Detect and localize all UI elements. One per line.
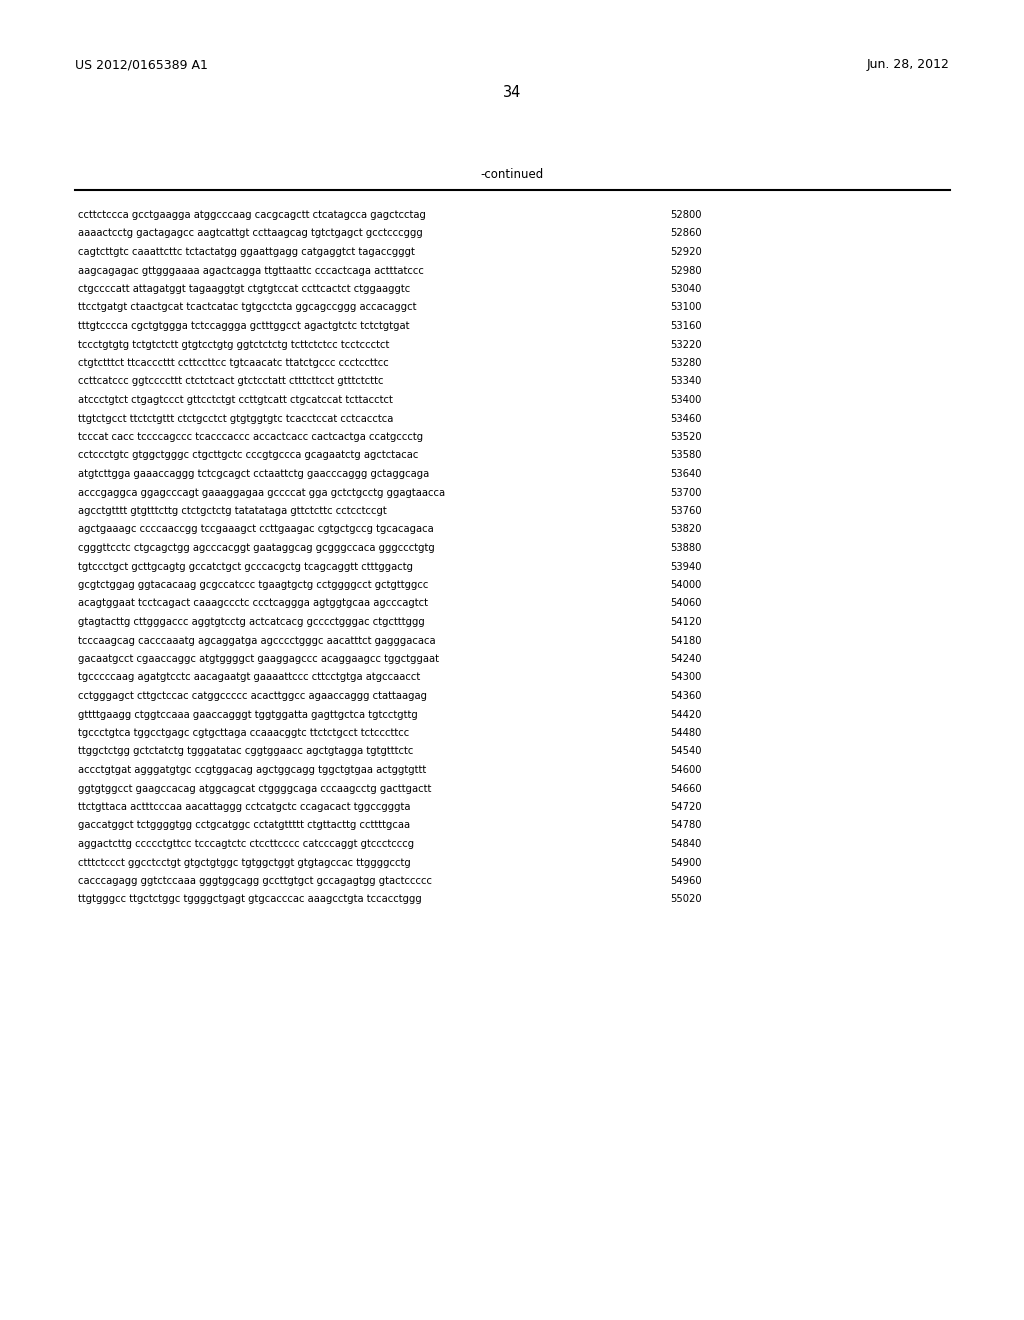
Text: 53040: 53040: [670, 284, 701, 294]
Text: 53580: 53580: [670, 450, 701, 461]
Text: tgccctgtca tggcctgagc cgtgcttaga ccaaacggtc ttctctgcct tctcccttcc: tgccctgtca tggcctgagc cgtgcttaga ccaaacg…: [78, 729, 410, 738]
Text: 53700: 53700: [670, 487, 701, 498]
Text: -continued: -continued: [480, 168, 544, 181]
Text: 52860: 52860: [670, 228, 701, 239]
Text: ggtgtggcct gaagccacag atggcagcat ctggggcaga cccaagcctg gacttgactt: ggtgtggcct gaagccacag atggcagcat ctggggc…: [78, 784, 431, 793]
Text: 53640: 53640: [670, 469, 701, 479]
Text: 54360: 54360: [670, 690, 701, 701]
Text: 53880: 53880: [670, 543, 701, 553]
Text: Jun. 28, 2012: Jun. 28, 2012: [867, 58, 950, 71]
Text: 54840: 54840: [670, 840, 701, 849]
Text: 53520: 53520: [670, 432, 701, 442]
Text: gaccatggct tctggggtgg cctgcatggc cctatgttttt ctgttacttg ccttttgcaa: gaccatggct tctggggtgg cctgcatggc cctatgt…: [78, 821, 411, 830]
Text: ttggctctgg gctctatctg tgggatatac cggtggaacc agctgtagga tgtgtttctc: ttggctctgg gctctatctg tgggatatac cggtgga…: [78, 747, 414, 756]
Text: ttcctgatgt ctaactgcat tcactcatac tgtgcctcta ggcagccggg accacaggct: ttcctgatgt ctaactgcat tcactcatac tgtgcct…: [78, 302, 417, 313]
Text: 52920: 52920: [670, 247, 701, 257]
Text: 54060: 54060: [670, 598, 701, 609]
Text: 54300: 54300: [670, 672, 701, 682]
Text: atgtcttgga gaaaccaggg tctcgcagct cctaattctg gaacccaggg gctaggcaga: atgtcttgga gaaaccaggg tctcgcagct cctaatt…: [78, 469, 429, 479]
Text: 54900: 54900: [670, 858, 701, 867]
Text: 53220: 53220: [670, 339, 701, 350]
Text: cctgggagct cttgctccac catggccccc acacttggcc agaaccaggg ctattaagag: cctgggagct cttgctccac catggccccc acacttg…: [78, 690, 427, 701]
Text: acagtggaat tcctcagact caaagccctc ccctcaggga agtggtgcaa agcccagtct: acagtggaat tcctcagact caaagccctc ccctcag…: [78, 598, 428, 609]
Text: 53100: 53100: [670, 302, 701, 313]
Text: 53460: 53460: [670, 413, 701, 424]
Text: ctttctccct ggcctcctgt gtgctgtggc tgtggctggt gtgtagccac ttggggcctg: ctttctccct ggcctcctgt gtgctgtggc tgtggct…: [78, 858, 411, 867]
Text: 54720: 54720: [670, 803, 701, 812]
Text: 53940: 53940: [670, 561, 701, 572]
Text: 54780: 54780: [670, 821, 701, 830]
Text: 54240: 54240: [670, 653, 701, 664]
Text: gtagtacttg cttgggaccc aggtgtcctg actcatcacg gcccctgggac ctgctttggg: gtagtacttg cttgggaccc aggtgtcctg actcatc…: [78, 616, 425, 627]
Text: cacccagagg ggtctccaaa gggtggcagg gccttgtgct gccagagtgg gtactccccc: cacccagagg ggtctccaaa gggtggcagg gccttgt…: [78, 876, 432, 886]
Text: 54960: 54960: [670, 876, 701, 886]
Text: cctccctgtc gtggctgggc ctgcttgctc cccgtgccca gcagaatctg agctctacac: cctccctgtc gtggctgggc ctgcttgctc cccgtgc…: [78, 450, 419, 461]
Text: 54660: 54660: [670, 784, 701, 793]
Text: ttgtgggcc ttgctctggc tggggctgagt gtgcacccac aaagcctgta tccacctggg: ttgtgggcc ttgctctggc tggggctgagt gtgcacc…: [78, 895, 422, 904]
Text: 53340: 53340: [670, 376, 701, 387]
Text: ccttctccca gcctgaagga atggcccaag cacgcagctt ctcatagcca gagctcctag: ccttctccca gcctgaagga atggcccaag cacgcag…: [78, 210, 426, 220]
Text: US 2012/0165389 A1: US 2012/0165389 A1: [75, 58, 208, 71]
Text: 54000: 54000: [670, 579, 701, 590]
Text: 52980: 52980: [670, 265, 701, 276]
Text: 54480: 54480: [670, 729, 701, 738]
Text: 53820: 53820: [670, 524, 701, 535]
Text: gcgtctggag ggtacacaag gcgccatccc tgaagtgctg cctggggcct gctgttggcc: gcgtctggag ggtacacaag gcgccatccc tgaagtg…: [78, 579, 428, 590]
Text: agcctgtttt gtgtttcttg ctctgctctg tatatataga gttctcttc cctcctccgt: agcctgtttt gtgtttcttg ctctgctctg tatatat…: [78, 506, 387, 516]
Text: gttttgaagg ctggtccaaa gaaccagggt tggtggatta gagttgctca tgtcctgttg: gttttgaagg ctggtccaaa gaaccagggt tggtgga…: [78, 710, 418, 719]
Text: agctgaaagc ccccaaccgg tccgaaagct ccttgaagac cgtgctgccg tgcacagaca: agctgaaagc ccccaaccgg tccgaaagct ccttgaa…: [78, 524, 434, 535]
Text: accctgtgat agggatgtgc ccgtggacag agctggcagg tggctgtgaa actggtgttt: accctgtgat agggatgtgc ccgtggacag agctggc…: [78, 766, 426, 775]
Text: 54120: 54120: [670, 616, 701, 627]
Text: 53280: 53280: [670, 358, 701, 368]
Text: ttctgttaca actttcccaa aacattaggg cctcatgctc ccagacact tggccgggta: ttctgttaca actttcccaa aacattaggg cctcatg…: [78, 803, 411, 812]
Text: cgggttcctc ctgcagctgg agcccacggt gaataggcag gcgggccaca gggccctgtg: cgggttcctc ctgcagctgg agcccacggt gaatagg…: [78, 543, 435, 553]
Text: 34: 34: [503, 84, 521, 100]
Text: 53760: 53760: [670, 506, 701, 516]
Text: tccctgtgtg tctgtctctt gtgtcctgtg ggtctctctg tcttctctcc tcctccctct: tccctgtgtg tctgtctctt gtgtcctgtg ggtctct…: [78, 339, 389, 350]
Text: ccttcatccc ggtccccttt ctctctcact gtctcctatt ctttcttcct gtttctcttc: ccttcatccc ggtccccttt ctctctcact gtctcct…: [78, 376, 384, 387]
Text: 53160: 53160: [670, 321, 701, 331]
Text: aagcagagac gttgggaaaa agactcagga ttgttaattc cccactcaga actttatccc: aagcagagac gttgggaaaa agactcagga ttgttaa…: [78, 265, 424, 276]
Text: tcccat cacc tccccagccc tcacccaccc accactcacc cactcactga ccatgccctg: tcccat cacc tccccagccc tcacccaccc accact…: [78, 432, 423, 442]
Text: 54540: 54540: [670, 747, 701, 756]
Text: tgcccccaag agatgtcctc aacagaatgt gaaaattccc cttcctgtga atgccaacct: tgcccccaag agatgtcctc aacagaatgt gaaaatt…: [78, 672, 420, 682]
Text: ttgtctgcct ttctctgttt ctctgcctct gtgtggtgtc tcacctccat cctcacctca: ttgtctgcct ttctctgttt ctctgcctct gtgtggt…: [78, 413, 393, 424]
Text: acccgaggca ggagcccagt gaaaggagaa gccccat gga gctctgcctg ggagtaacca: acccgaggca ggagcccagt gaaaggagaa gccccat…: [78, 487, 445, 498]
Text: 55020: 55020: [670, 895, 701, 904]
Text: cagtcttgtc caaattcttc tctactatgg ggaattgagg catgaggtct tagaccgggt: cagtcttgtc caaattcttc tctactatgg ggaattg…: [78, 247, 415, 257]
Text: tttgtcccca cgctgtggga tctccaggga gctttggcct agactgtctc tctctgtgat: tttgtcccca cgctgtggga tctccaggga gctttgg…: [78, 321, 410, 331]
Text: 53400: 53400: [670, 395, 701, 405]
Text: 54600: 54600: [670, 766, 701, 775]
Text: tgtccctgct gcttgcagtg gccatctgct gcccacgctg tcagcaggtt ctttggactg: tgtccctgct gcttgcagtg gccatctgct gcccacg…: [78, 561, 413, 572]
Text: 54180: 54180: [670, 635, 701, 645]
Text: aaaactcctg gactagagcc aagtcattgt ccttaagcag tgtctgagct gcctcccggg: aaaactcctg gactagagcc aagtcattgt ccttaag…: [78, 228, 423, 239]
Text: aggactcttg ccccctgttcc tcccagtctc ctccttcccc catcccaggt gtccctcccg: aggactcttg ccccctgttcc tcccagtctc ctcctt…: [78, 840, 414, 849]
Text: ctgtctttct ttcacccttt ccttccttcc tgtcaacatc ttatctgccc ccctccttcc: ctgtctttct ttcacccttt ccttccttcc tgtcaac…: [78, 358, 389, 368]
Text: 52800: 52800: [670, 210, 701, 220]
Text: ctgccccatt attagatggt tagaaggtgt ctgtgtccat ccttcactct ctggaaggtc: ctgccccatt attagatggt tagaaggtgt ctgtgtc…: [78, 284, 411, 294]
Text: tcccaagcag cacccaaatg agcaggatga agcccctgggc aacatttct gagggacaca: tcccaagcag cacccaaatg agcaggatga agcccct…: [78, 635, 435, 645]
Text: 54420: 54420: [670, 710, 701, 719]
Text: atccctgtct ctgagtccct gttcctctgt ccttgtcatt ctgcatccat tcttacctct: atccctgtct ctgagtccct gttcctctgt ccttgtc…: [78, 395, 393, 405]
Text: gacaatgcct cgaaccaggc atgtggggct gaaggagccc acaggaagcc tggctggaat: gacaatgcct cgaaccaggc atgtggggct gaaggag…: [78, 653, 439, 664]
